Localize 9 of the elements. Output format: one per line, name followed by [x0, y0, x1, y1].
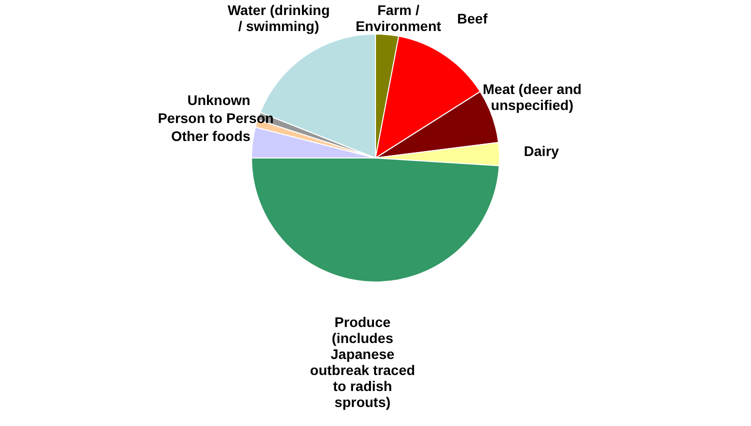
slice-label: Dairy	[524, 142, 560, 159]
slice-label: Meat (deer and unspecified)	[482, 81, 582, 114]
slice-label: Person to Person	[158, 110, 274, 126]
slice-label: Beef	[457, 10, 488, 27]
slice-label: Produce (includes Japanese outbreak traced to radish sprouts)	[310, 314, 416, 410]
slice-label: Water (drinking / swimming)	[228, 2, 330, 34]
slice-label: Unknown	[187, 92, 250, 108]
slice-label: Farm / Environment	[356, 2, 442, 34]
slice-label: Other foods	[171, 128, 251, 144]
